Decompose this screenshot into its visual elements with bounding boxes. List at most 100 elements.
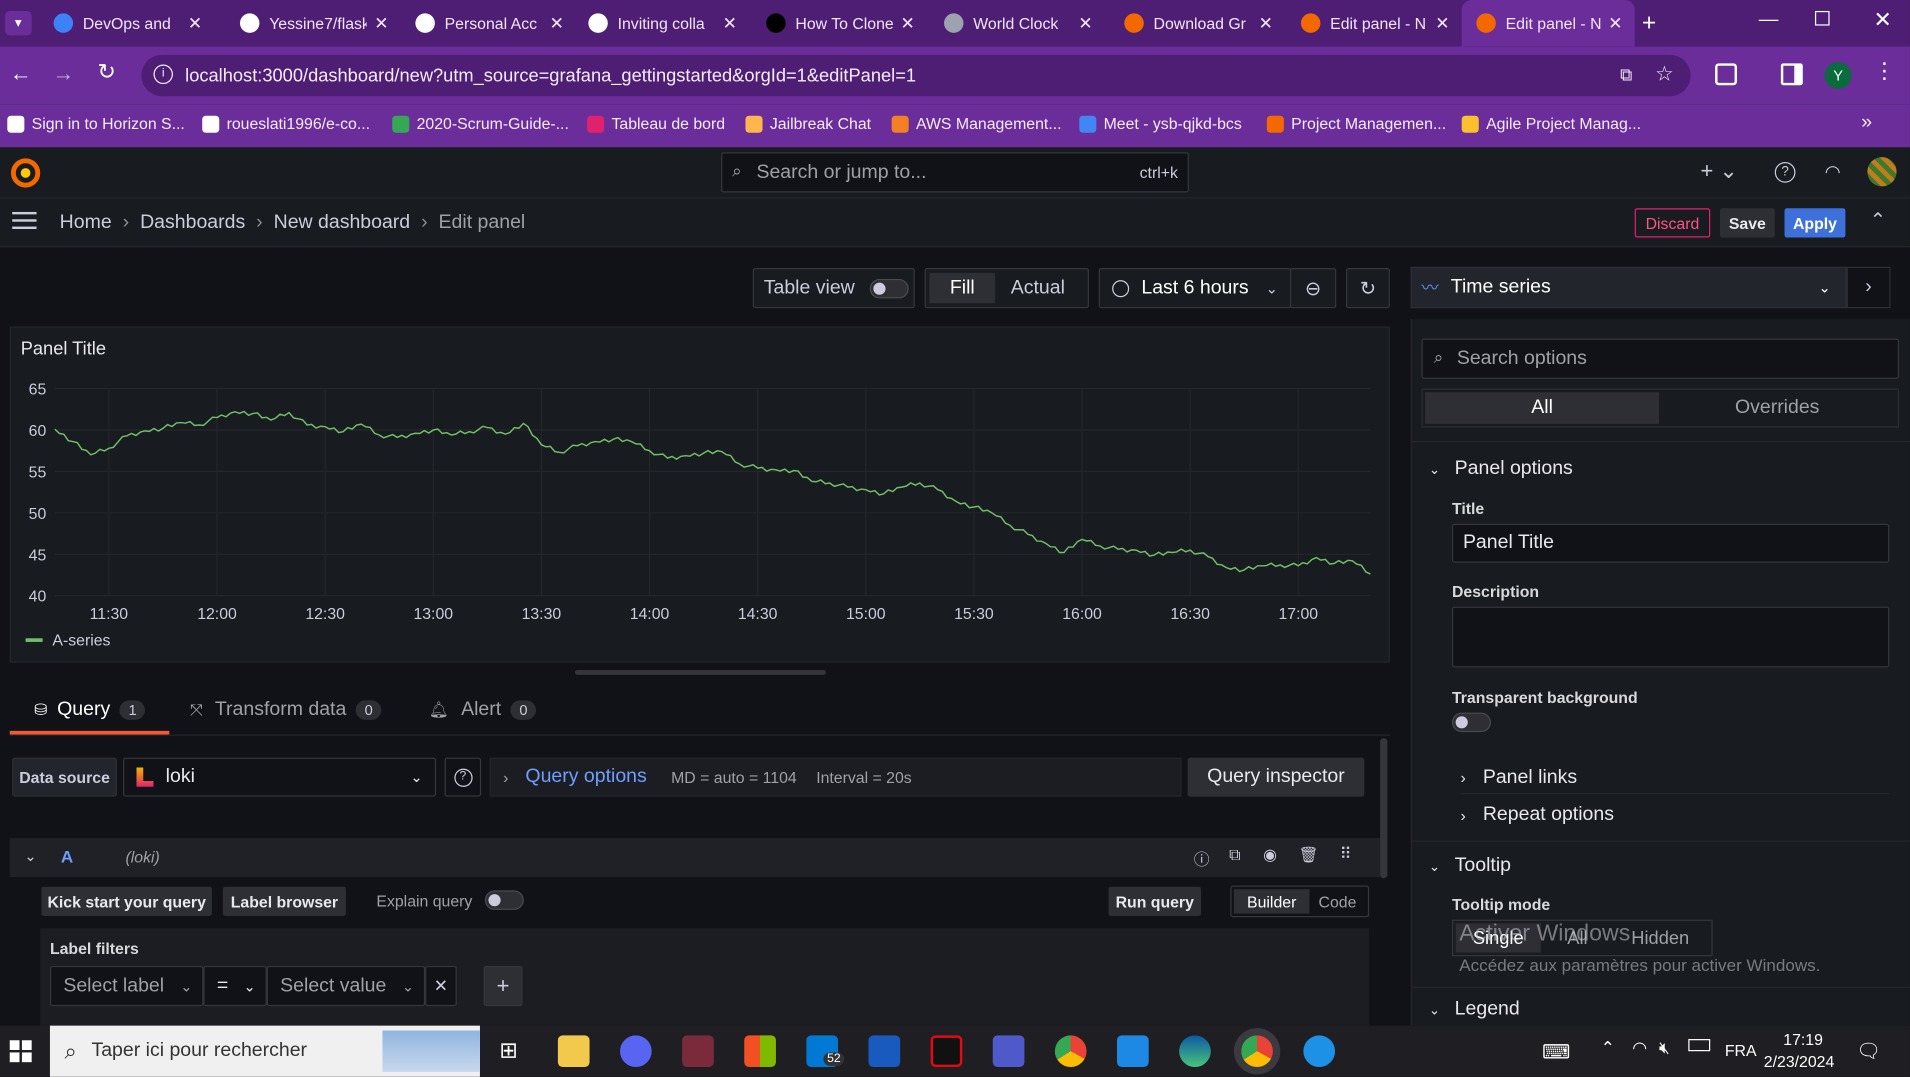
transparent-bg-switch[interactable] (1451, 712, 1491, 733)
title-input[interactable]: Panel Title (1451, 523, 1890, 563)
vscode-icon[interactable] (1116, 1035, 1149, 1068)
docker-icon[interactable] (1303, 1035, 1336, 1068)
legend-header[interactable]: ⌄ Legend (1429, 999, 1520, 1021)
edge-icon[interactable] (1179, 1035, 1211, 1068)
fill-option[interactable]: Fill (929, 272, 996, 304)
news-rss-icon[interactable]: ◠ (1824, 162, 1841, 183)
chrome-profile-icon[interactable] (1241, 1035, 1273, 1068)
bookmark-item[interactable]: Project Managemen... (1266, 115, 1446, 133)
search-bar[interactable]: ⌕ Search or jump to... ctrl+k (721, 152, 1189, 193)
discard-button[interactable]: Discard (1634, 208, 1711, 238)
battery-icon[interactable] (1688, 1039, 1711, 1052)
minimize-icon[interactable]: — (1758, 9, 1779, 31)
data-source-picker[interactable]: loki ⌄ (123, 757, 437, 797)
tray-chevron-icon[interactable]: ⌃ (1600, 1037, 1615, 1058)
table-view-toggle[interactable]: Table view (752, 267, 915, 309)
teams-icon[interactable] (992, 1035, 1025, 1068)
tab-transform[interactable]: ⤧ Transform data 0 (190, 699, 382, 721)
chrome-icon[interactable] (1054, 1035, 1087, 1068)
builder-option[interactable]: Builder (1233, 889, 1310, 914)
tab-search-chevron-icon[interactable]: ▾ (4, 10, 32, 36)
select-label-dropdown[interactable]: Select label ⌄ (49, 965, 204, 1007)
bookmark-item[interactable]: Meet - ysb-qjkd-bcs (1079, 115, 1242, 133)
label-browser-button[interactable]: Label browser (222, 886, 346, 917)
all-option[interactable]: All (1425, 392, 1660, 424)
add-new-icon[interactable]: + ⌄ (1700, 158, 1738, 183)
file-explorer-icon[interactable] (557, 1035, 590, 1068)
browser-tab[interactable]: Personal Acc ✕ (401, 0, 576, 46)
browser-menu-icon[interactable]: ⋮ (1873, 58, 1896, 83)
apply-button[interactable]: Apply (1784, 208, 1846, 238)
forward-icon[interactable]: → (52, 60, 75, 86)
tooltip-header[interactable]: ⌄ Tooltip (1429, 855, 1511, 877)
run-query-button[interactable]: Run query (1108, 886, 1202, 917)
microsoft-store-icon[interactable] (744, 1035, 776, 1068)
browser-tab[interactable]: Inviting colla ✕ (574, 0, 749, 46)
query-ref-id[interactable]: A (60, 846, 74, 867)
browser-tab[interactable]: Yessine7/flask ✕ (225, 0, 400, 46)
close-window-icon[interactable]: ✕ (1873, 7, 1892, 32)
table-view-switch[interactable] (869, 278, 909, 298)
side-panel-icon[interactable] (1780, 63, 1803, 86)
resize-splitter[interactable] (574, 669, 826, 675)
reload-icon[interactable]: ↻ (97, 59, 116, 85)
windows-start-icon[interactable] (9, 1040, 32, 1063)
operator-dropdown[interactable]: = ⌄ (203, 965, 267, 1007)
query-help-icon[interactable]: ⓘ (1193, 850, 1210, 869)
add-filter-icon[interactable]: + (483, 965, 523, 1007)
tab-alert[interactable]: 🔔︎ Alert 0 (429, 699, 537, 721)
save-button[interactable]: Save (1719, 208, 1775, 238)
browser-tab[interactable]: Download Gr ✕ (1110, 0, 1285, 46)
task-view-icon[interactable]: ⊞ (499, 1037, 518, 1063)
maximize-icon[interactable] (1814, 10, 1830, 26)
close-tab-icon[interactable]: ✕ (1608, 12, 1623, 33)
browser-tab[interactable]: DevOps and ✕ (39, 0, 214, 46)
app-icon[interactable] (682, 1035, 714, 1068)
explain-switch[interactable] (484, 890, 524, 910)
breadcrumb-home[interactable]: Home (59, 211, 112, 233)
remove-filter-icon[interactable]: ✕ (425, 965, 457, 1007)
close-tab-icon[interactable]: ✕ (1258, 12, 1273, 33)
visualization-picker[interactable]: 〰 Time series ⌄ (1410, 266, 1847, 309)
taskbar-search[interactable]: ⌕ Taper ici pour rechercher (49, 1025, 480, 1077)
bookmark-star-icon[interactable]: ☆ (1655, 62, 1674, 86)
close-tab-icon[interactable]: ✕ (1078, 12, 1093, 33)
word-icon[interactable] (868, 1035, 901, 1068)
wifi-icon[interactable]: ◠ (1632, 1037, 1648, 1058)
close-tab-icon[interactable]: ✕ (187, 12, 203, 33)
grafana-logo-icon[interactable] (10, 157, 42, 189)
taskbar-date[interactable]: 2/23/2024 (1763, 1052, 1835, 1071)
query-inspector-button[interactable]: Query inspector (1187, 757, 1365, 797)
close-tab-icon[interactable]: ✕ (1435, 12, 1450, 33)
kick-start-button[interactable]: Kick start your query (41, 886, 212, 917)
breadcrumb-new-dashboard[interactable]: New dashboard (273, 211, 411, 233)
collapse-chevron-icon[interactable]: ⌄ (24, 847, 37, 865)
data-source-help-button[interactable]: ? (444, 757, 482, 797)
close-options-pane-icon[interactable]: › (1846, 266, 1891, 309)
breadcrumb-dashboards[interactable]: Dashboards (140, 211, 246, 233)
delete-query-icon[interactable]: 🗑︎ (1298, 845, 1319, 864)
tooltip-mode-single[interactable]: Single (1455, 923, 1541, 953)
repeat-options-header[interactable]: › Repeat options (1461, 804, 1614, 826)
duplicate-query-icon[interactable]: ⧉ (1229, 845, 1241, 864)
actual-option[interactable]: Actual (1010, 277, 1065, 298)
site-info-icon[interactable]: i (153, 64, 173, 85)
keyboard-icon[interactable]: ⌨ (1542, 1042, 1571, 1064)
volume-muted-icon[interactable]: 🔇︎ (1659, 1037, 1670, 1058)
discord-icon[interactable] (620, 1035, 652, 1068)
refresh-button[interactable]: ↻ (1346, 267, 1390, 309)
code-option[interactable]: Code (1318, 892, 1357, 911)
panel-links-header[interactable]: › Panel links (1460, 763, 1890, 795)
back-icon[interactable]: ← (9, 60, 32, 86)
query-options-bar[interactable]: › Query options MD = auto = 1104 Interva… (489, 757, 1182, 797)
tab-query[interactable]: ⛁ Query 1 (9, 689, 170, 735)
notifications-icon[interactable]: 🗨︎ (1856, 1041, 1882, 1063)
explain-query-toggle[interactable]: Explain query (376, 890, 524, 910)
overrides-option[interactable]: Overrides (1734, 397, 1820, 418)
select-value-dropdown[interactable]: Select value ⌄ (266, 965, 426, 1007)
taskbar-time[interactable]: 17:19 (1783, 1030, 1823, 1049)
tooltip-mode-hidden[interactable]: Hidden (1631, 927, 1690, 949)
bookmark-item[interactable]: 2020-Scrum-Guide-... (392, 115, 569, 133)
zoom-out-button[interactable]: ⊖ (1289, 267, 1337, 309)
bookmark-item[interactable]: Jailbreak Chat (745, 115, 871, 133)
